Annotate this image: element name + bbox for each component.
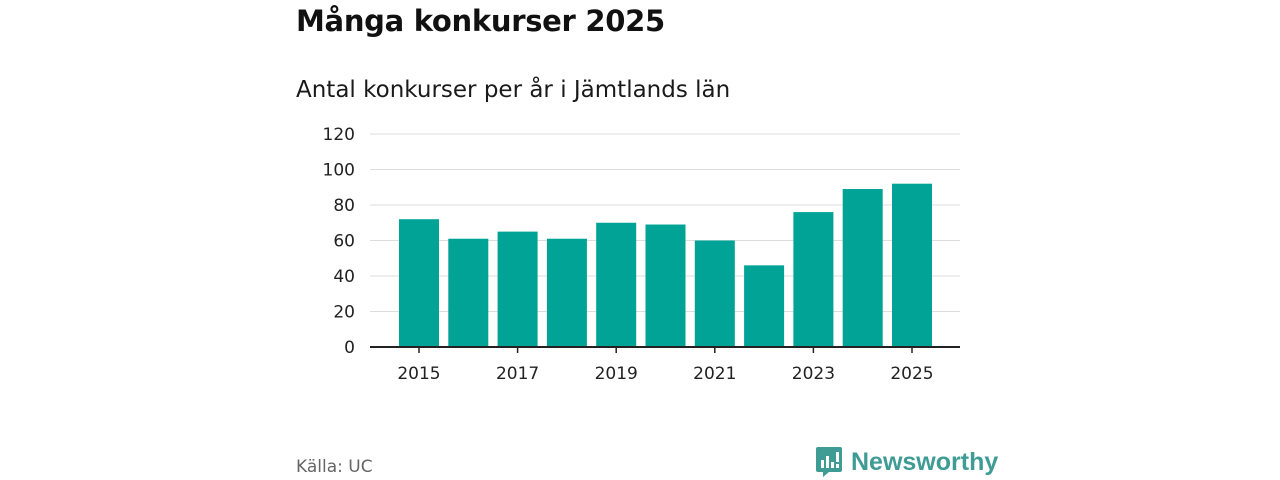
bar-2020	[645, 224, 686, 347]
x-tick-label: 2019	[595, 364, 638, 384]
x-tick-label: 2025	[890, 364, 933, 384]
bar-2022	[744, 265, 785, 347]
bar-2018	[546, 238, 587, 347]
bar-2021	[694, 240, 735, 347]
bar-2024	[842, 189, 883, 347]
bar-2017	[497, 231, 538, 347]
bar-chart: 0 20 40 60 80 100 120 2015 2017 2019 2021 2023 2025	[323, 125, 960, 384]
y-tick-label: 20	[333, 303, 355, 323]
source-label: Källa: UC	[296, 457, 373, 477]
newsworthy-logo-icon	[816, 447, 842, 477]
bar-2019	[596, 222, 637, 347]
y-tick-label: 40	[333, 267, 355, 287]
bar-2016	[448, 238, 489, 347]
chart-title: Många konkurser 2025	[296, 4, 665, 38]
x-tick-label: 2015	[397, 364, 440, 384]
y-tick-label: 120	[323, 125, 355, 145]
chart-subtitle: Antal konkurser per år i Jämtlands län	[296, 77, 731, 103]
bar-2015	[399, 219, 439, 347]
x-tick-label: 2021	[693, 364, 736, 384]
brand-name: Newsworthy	[851, 447, 999, 476]
y-tick-label: 60	[333, 232, 355, 252]
y-tick-label: 100	[323, 161, 355, 181]
y-tick-label: 80	[333, 196, 355, 216]
y-tick-label: 0	[344, 338, 355, 358]
bar-2025	[892, 183, 932, 347]
bar-2023	[793, 212, 834, 347]
x-tick-label: 2017	[496, 364, 539, 384]
brand-logo: Newsworthy	[815, 446, 998, 478]
x-tick-label: 2023	[792, 364, 835, 384]
